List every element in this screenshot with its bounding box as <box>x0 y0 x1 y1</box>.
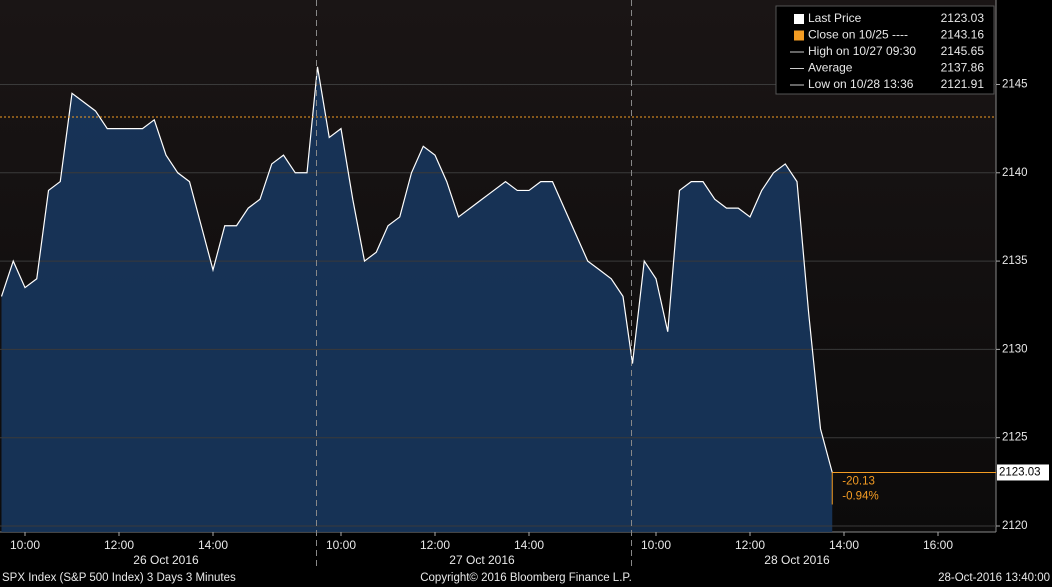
legend-box <box>775 5 995 95</box>
x-tick-label: 10:00 <box>326 538 356 552</box>
x-date-label: 27 Oct 2016 <box>449 553 515 567</box>
x-tick-label: 12:00 <box>420 538 450 552</box>
change-value: -20.13 <box>842 476 875 488</box>
footer-right: 28-Oct-2016 13:40:00 <box>938 572 1050 584</box>
y-axis-band <box>996 0 1052 532</box>
x-tick-label: 12:00 <box>735 538 765 552</box>
x-tick-label: 10:00 <box>10 538 40 552</box>
x-tick-label: 16:00 <box>923 538 953 552</box>
y-tick-label: 2130 <box>1002 343 1028 355</box>
area-fill <box>1 66 833 533</box>
legend-label: Low on 10/28 13:36 <box>808 77 914 91</box>
y-tick-label: 2125 <box>1002 432 1028 444</box>
legend-value: 2145.65 <box>941 44 985 58</box>
x-tick-label: 10:00 <box>641 538 671 552</box>
last-price-label: 2123.03 <box>999 467 1041 479</box>
x-tick-label: 14:00 <box>514 538 544 552</box>
legend-value: 2123.03 <box>941 11 985 25</box>
y-tick-label: 2135 <box>1002 255 1028 267</box>
legend-swatch <box>794 14 804 24</box>
price-line <box>0 66 833 473</box>
x-axis-band <box>0 532 1052 570</box>
legend-value: 2121.91 <box>941 77 985 91</box>
y-tick-label: 2120 <box>1002 520 1028 532</box>
x-tick-label: 14:00 <box>198 538 228 552</box>
legend-label: Average <box>808 61 853 75</box>
change-percent: -0.94% <box>842 491 878 503</box>
legend-value: 2143.16 <box>941 28 985 42</box>
x-tick-label: 12:00 <box>104 538 134 552</box>
legend-value: 2137.86 <box>941 61 985 75</box>
y-tick-label: 2145 <box>1002 79 1028 91</box>
y-tick-label: 2140 <box>1002 167 1028 179</box>
legend-swatch <box>794 30 804 41</box>
x-tick-label: 14:00 <box>829 538 859 552</box>
legend-label: Last Price <box>808 11 862 25</box>
x-date-label: 28 Oct 2016 <box>764 553 830 567</box>
footer-left: SPX Index (S&P 500 Index) 3 Days 3 Minut… <box>2 572 236 584</box>
x-date-label: 26 Oct 2016 <box>133 553 199 567</box>
legend-label: High on 10/27 09:30 <box>808 44 916 58</box>
legend-label: Close on 10/25 ---- <box>808 28 908 42</box>
last-price-box <box>997 464 1049 481</box>
footer-center: Copyright© 2016 Bloomberg Finance L.P. <box>420 572 632 584</box>
